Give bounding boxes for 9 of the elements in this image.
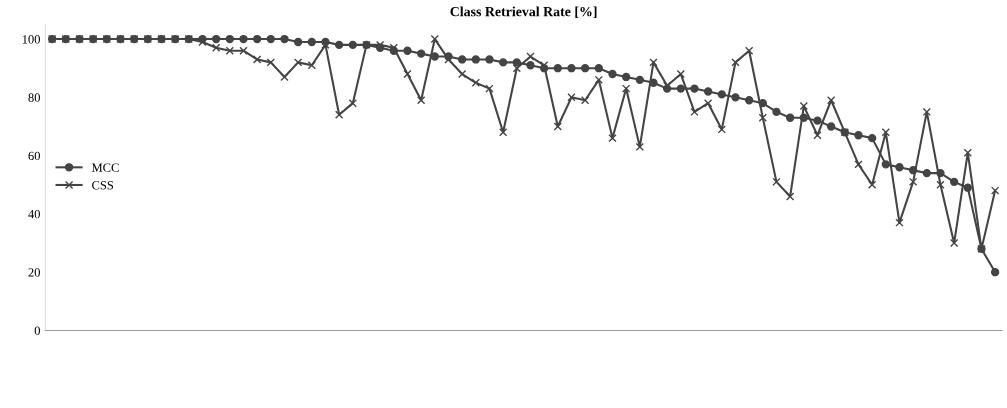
y-tick-label: 20 bbox=[28, 268, 40, 277]
y-tick-label: 0 bbox=[34, 326, 40, 335]
y-tick-label: 60 bbox=[28, 151, 40, 161]
y-tick-label: 100 bbox=[22, 35, 40, 44]
legend-label: MCC bbox=[91, 163, 119, 172]
legend-label: CSS bbox=[92, 181, 114, 190]
y-tick-label: 80 bbox=[28, 93, 40, 102]
chart-title: Class Retrieval Rate [%] bbox=[450, 6, 597, 18]
y-tick-label: 40 bbox=[28, 209, 40, 219]
